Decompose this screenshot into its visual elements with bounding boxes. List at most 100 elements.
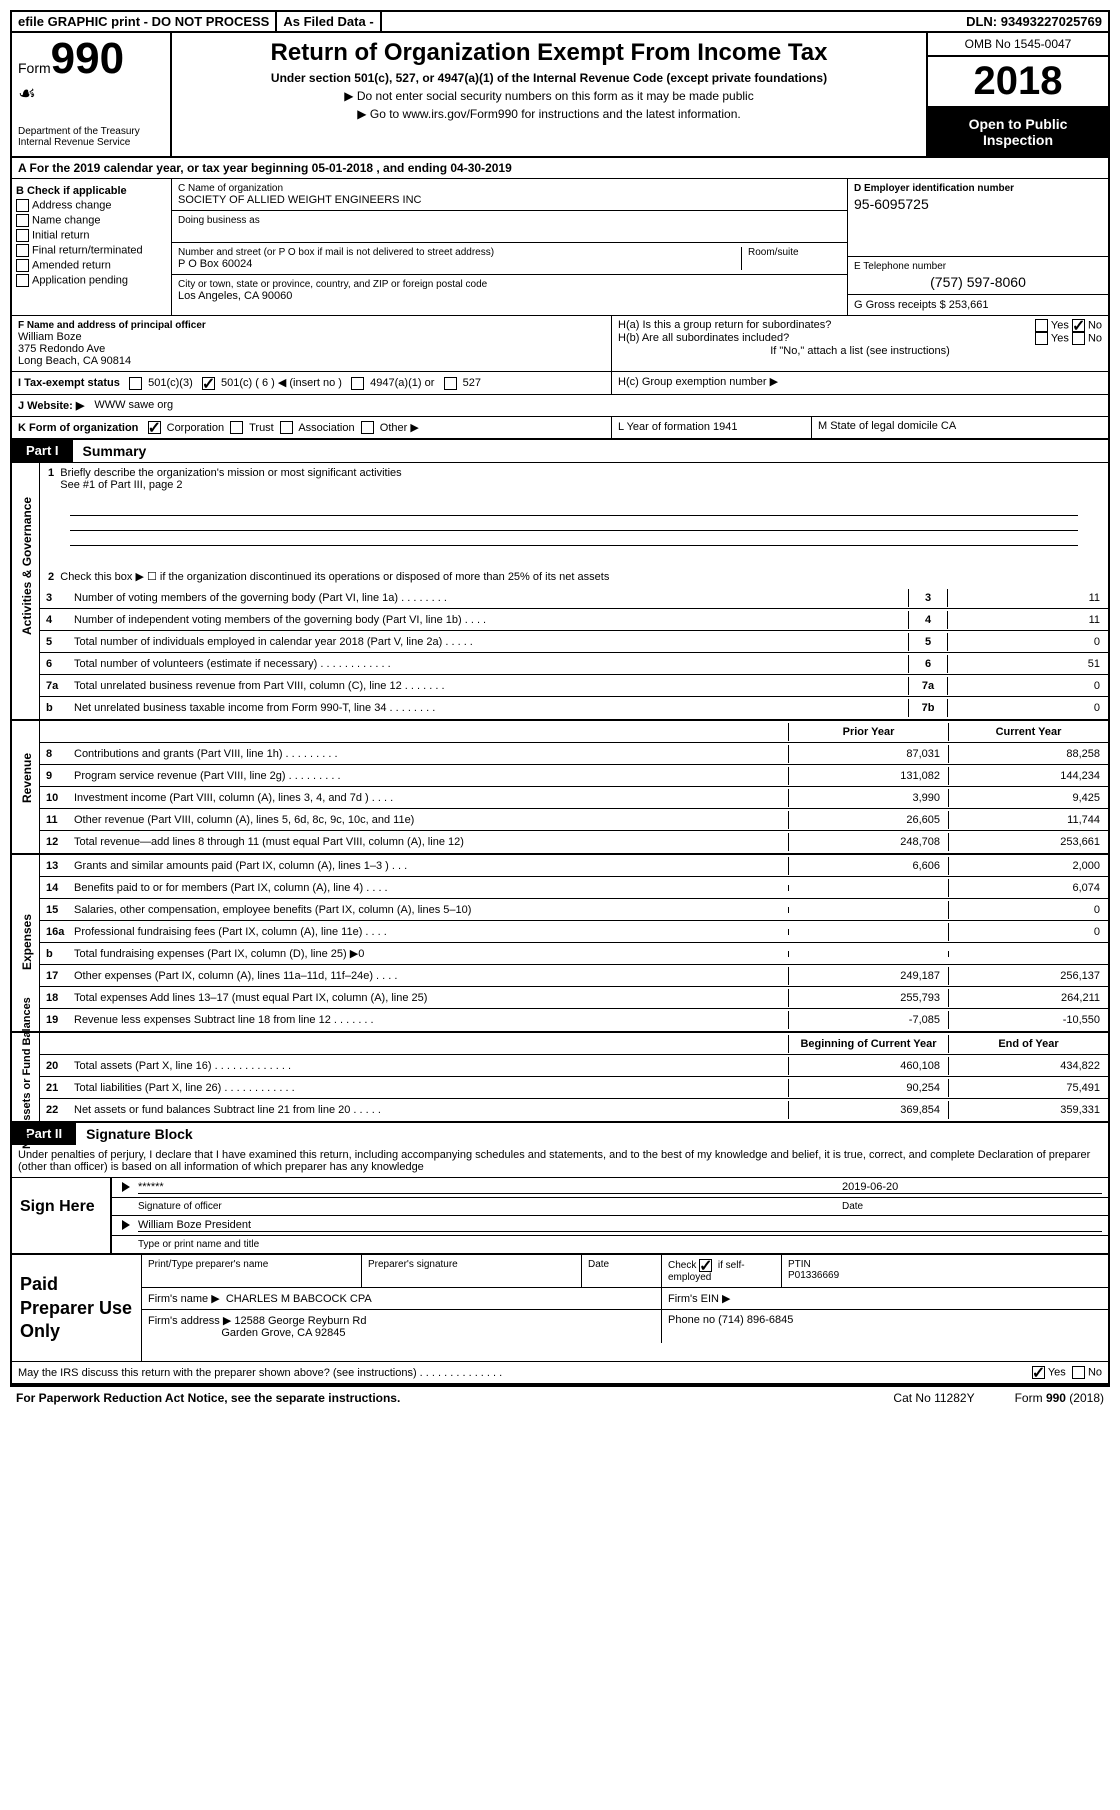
line-num: 11 (40, 814, 70, 826)
firm-name-label: Firm's name ▶ (148, 1293, 220, 1305)
instr-link: ▶ Go to www.irs.gov/Form990 for instruct… (178, 107, 920, 121)
checkbox-501c[interactable] (202, 377, 215, 390)
checkbox-discuss-no[interactable] (1072, 1366, 1085, 1379)
line-val: 0 (948, 633, 1108, 651)
checkbox-name-change[interactable] (16, 214, 29, 227)
line-key: 7a (908, 677, 948, 695)
part1-tag: Part I (12, 440, 73, 462)
checkbox-trust[interactable] (230, 421, 243, 434)
line-prior: 90,254 (788, 1079, 948, 1097)
line-desc: Number of independent voting members of … (70, 611, 908, 629)
label-final-return: Final return/terminated (32, 244, 143, 256)
checkbox-hb-no[interactable] (1072, 332, 1085, 345)
checkbox-4947[interactable] (351, 377, 364, 390)
checkbox-ha-no[interactable] (1072, 319, 1085, 332)
checkbox-final-return[interactable] (16, 244, 29, 257)
checkbox-501c3[interactable] (129, 377, 142, 390)
line-prior: 249,187 (788, 967, 948, 985)
checkbox-assoc[interactable] (280, 421, 293, 434)
form-subtitle: Under section 501(c), 527, or 4947(a)(1)… (178, 71, 920, 85)
checkbox-discuss-yes[interactable] (1032, 1366, 1045, 1379)
line-num: b (40, 948, 70, 960)
ein-value: 95-6095725 (854, 196, 1102, 212)
checkbox-address-change[interactable] (16, 199, 29, 212)
part1-header: Part I Summary (12, 438, 1108, 462)
discuss-yes: Yes (1048, 1367, 1066, 1379)
irs-link[interactable]: www.irs.gov/Form990 (403, 107, 518, 121)
title-block: Return of Organization Exempt From Incom… (172, 33, 928, 156)
ptin-label: PTIN (788, 1259, 811, 1270)
checkbox-ha-yes[interactable] (1035, 319, 1048, 332)
prep-sig-hdr: Preparer's signature (362, 1255, 582, 1287)
line-current: 434,822 (948, 1057, 1108, 1075)
line-num: b (40, 702, 70, 714)
line-num: 21 (40, 1082, 70, 1094)
line-num: 4 (40, 614, 70, 626)
line-key: 3 (908, 589, 948, 607)
line-current: 253,661 (948, 833, 1108, 851)
state-domicile: M State of legal domicile CA (812, 417, 1108, 439)
checkbox-self-employed[interactable] (699, 1259, 712, 1272)
line-num: 5 (40, 636, 70, 648)
line1-desc: Briefly describe the organization's miss… (60, 467, 401, 479)
line-num: 17 (40, 970, 70, 982)
hc-label: H(c) Group exemption number ▶ (612, 372, 1108, 394)
line-current: -10,550 (948, 1011, 1108, 1029)
summary-line: 11Other revenue (Part VIII, column (A), … (40, 809, 1108, 831)
form-title: Return of Organization Exempt From Incom… (178, 39, 920, 67)
checkbox-initial-return[interactable] (16, 229, 29, 242)
hdr-prior-year: Prior Year (788, 723, 948, 741)
summary-line: 21Total liabilities (Part X, line 26) . … (40, 1077, 1108, 1099)
checkbox-527[interactable] (444, 377, 457, 390)
line-num: 13 (40, 860, 70, 872)
part2-header: Part II Signature Block (12, 1121, 1108, 1145)
line-desc: Total fundraising expenses (Part IX, col… (70, 944, 788, 963)
rot-revenue-text: Revenue (20, 713, 34, 843)
line-key: 6 (908, 655, 948, 673)
line-prior: 255,793 (788, 989, 948, 1007)
firm-name: CHARLES M BABCOCK CPA (226, 1293, 372, 1305)
line-prior (788, 907, 948, 913)
checkbox-app-pending[interactable] (16, 274, 29, 287)
label-amended: Amended return (32, 259, 111, 271)
line-key: 4 (908, 611, 948, 629)
tax-year: 2018 (928, 57, 1108, 108)
hb-note: If "No," attach a list (see instructions… (618, 345, 1102, 357)
sig-declaration: Under penalties of perjury, I declare th… (12, 1145, 1108, 1177)
checkbox-corp[interactable] (148, 421, 161, 434)
hb-no: No (1088, 332, 1102, 344)
line-val: 0 (948, 677, 1108, 695)
footer-paperwork: For Paperwork Reduction Act Notice, see … (16, 1391, 400, 1405)
line-current (948, 951, 1108, 957)
opt-4947: 4947(a)(1) or (370, 377, 434, 389)
dln-label: DLN: (966, 14, 997, 29)
line-num: 12 (40, 836, 70, 848)
omb-number: OMB No 1545-0047 (928, 33, 1108, 57)
prep-check-label: Check if self-employed (662, 1255, 782, 1287)
summary-line: 19Revenue less expenses Subtract line 18… (40, 1009, 1108, 1031)
checkbox-amended[interactable] (16, 259, 29, 272)
tax-status-row: I Tax-exempt status 501(c)(3) 501(c) ( 6… (12, 372, 612, 394)
line-desc: Net assets or fund balances Subtract lin… (70, 1101, 788, 1119)
line1-link[interactable]: See #1 of Part III, page 2 (60, 479, 182, 491)
gross-label: G Gross receipts $ (854, 299, 946, 311)
instr-pre: ▶ Go to (357, 107, 402, 121)
city-label: City or town, state or province, country… (178, 279, 841, 290)
firm-addr2: Garden Grove, CA 92845 (221, 1327, 345, 1339)
form-block: Form990 ☙ Department of the Treasury Int… (12, 33, 172, 156)
line-num: 15 (40, 904, 70, 916)
instr-ssn: ▶ Do not enter social security numbers o… (178, 89, 920, 103)
line-val: 0 (948, 699, 1108, 717)
ha-label: H(a) Is this a group return for subordin… (618, 319, 1035, 332)
summary-line: 10Investment income (Part VIII, column (… (40, 787, 1108, 809)
part2-title: Signature Block (76, 1123, 203, 1145)
website-label: J Website: ▶ (18, 399, 84, 412)
line-prior (788, 885, 948, 891)
checkbox-other[interactable] (361, 421, 374, 434)
summary-line: 7aTotal unrelated business revenue from … (40, 675, 1108, 697)
discuss-question: May the IRS discuss this return with the… (18, 1367, 1032, 1379)
row-a-period: A For the 2019 calendar year, or tax yea… (12, 156, 1108, 178)
checkbox-hb-yes[interactable] (1035, 332, 1048, 345)
hb-yes: Yes (1051, 332, 1069, 344)
sig-officer-label: Signature of officer (138, 1201, 842, 1212)
